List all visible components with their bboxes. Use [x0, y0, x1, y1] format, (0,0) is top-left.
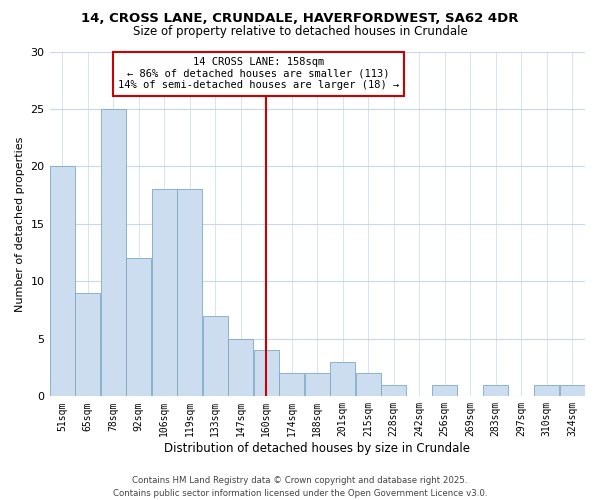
Bar	[127, 258, 151, 396]
Bar	[535, 385, 559, 396]
Bar	[305, 374, 329, 396]
X-axis label: Distribution of detached houses by size in Crundale: Distribution of detached houses by size …	[164, 442, 470, 455]
Bar	[50, 166, 74, 396]
Y-axis label: Number of detached properties: Number of detached properties	[15, 136, 25, 312]
Text: Size of property relative to detached houses in Crundale: Size of property relative to detached ho…	[133, 25, 467, 38]
Bar	[152, 190, 176, 396]
Bar	[484, 385, 508, 396]
Text: Contains HM Land Registry data © Crown copyright and database right 2025.
Contai: Contains HM Land Registry data © Crown c…	[113, 476, 487, 498]
Bar	[356, 374, 380, 396]
Text: 14 CROSS LANE: 158sqm
← 86% of detached houses are smaller (113)
14% of semi-det: 14 CROSS LANE: 158sqm ← 86% of detached …	[118, 57, 399, 90]
Bar	[178, 190, 202, 396]
Bar	[254, 350, 278, 397]
Bar	[76, 293, 100, 397]
Bar	[382, 385, 406, 396]
Text: 14, CROSS LANE, CRUNDALE, HAVERFORDWEST, SA62 4DR: 14, CROSS LANE, CRUNDALE, HAVERFORDWEST,…	[81, 12, 519, 26]
Bar	[229, 339, 253, 396]
Bar	[203, 316, 227, 396]
Bar	[331, 362, 355, 396]
Bar	[101, 109, 125, 397]
Bar	[560, 385, 584, 396]
Bar	[280, 374, 304, 396]
Bar	[433, 385, 457, 396]
